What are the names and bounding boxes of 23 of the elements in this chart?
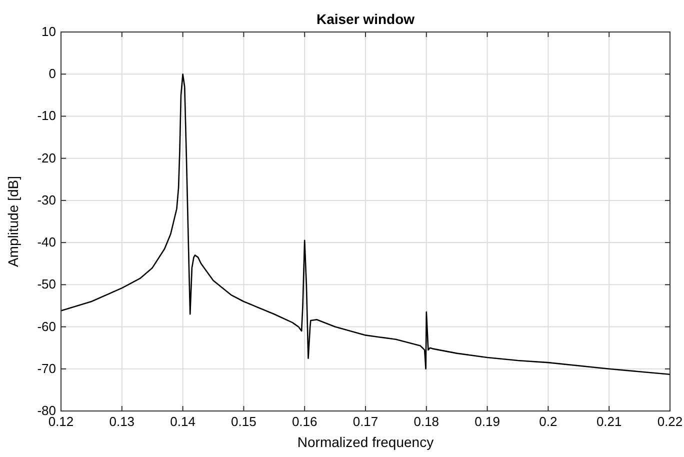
y-tick-label: -60 <box>37 318 56 334</box>
y-tick-label: -30 <box>37 192 56 208</box>
x-axis-title: Normalized frequency <box>297 434 434 450</box>
x-tick-label: 0.13 <box>109 414 135 429</box>
y-tick-label: -70 <box>37 360 56 376</box>
x-tick-label: 0.16 <box>292 414 318 429</box>
y-tick-label: 10 <box>42 24 56 39</box>
y-tick-label: -50 <box>37 276 56 292</box>
y-tick-label: -20 <box>37 150 56 166</box>
x-tick-label: 0.18 <box>414 414 440 429</box>
x-tick-label: 0.15 <box>231 414 256 429</box>
line-series <box>60 73 671 376</box>
x-tick-label: 0.19 <box>474 414 500 429</box>
y-tick-label: 0 <box>48 66 56 82</box>
x-tick-label: 0.22 <box>657 414 683 429</box>
x-tick-label: 0.2 <box>539 414 558 429</box>
y-tick-label: -40 <box>37 234 56 250</box>
x-tick-label: 0.17 <box>352 414 378 429</box>
y-tick-label: -10 <box>37 108 56 124</box>
chart-title: Kaiser window <box>316 11 415 27</box>
x-tick-label: 0.14 <box>170 414 196 429</box>
x-tick-label: 0.21 <box>596 414 622 429</box>
y-axis-title: Amplitude [dB] <box>5 176 21 268</box>
